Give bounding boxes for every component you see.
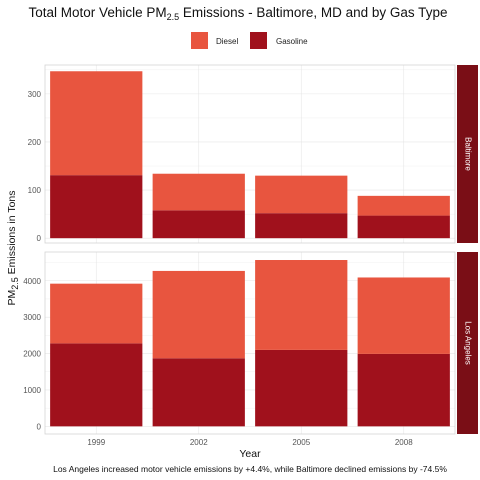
y-tick-label: 3000 [23, 313, 41, 322]
bar-diesel [152, 270, 245, 359]
bar-diesel [152, 173, 245, 211]
legend-label-gasoline: Gasoline [276, 37, 308, 46]
x-tick-label: 2005 [292, 438, 310, 447]
facet-strip-label: Los Angeles [463, 321, 472, 365]
x-axis-title: Year [239, 448, 261, 460]
bar-gasoline [255, 349, 348, 427]
bar-diesel [50, 283, 143, 344]
x-tick-label: 1999 [87, 438, 105, 447]
bar-gasoline [152, 210, 245, 239]
bar-gasoline [50, 343, 143, 427]
chart-panels: 0 100 200 300 Baltimore 0 1000 2000 3000 4000 Los … [23, 64, 478, 447]
chart-title: Total Motor Vehicle PM2.5 Emissions - Ba… [29, 5, 448, 22]
panel-border [44, 64, 456, 244]
y-tick-label: 0 [37, 234, 42, 243]
facet-strip-label: Baltimore [463, 137, 472, 171]
legend-label-diesel: Diesel [216, 37, 238, 46]
bar-gasoline [152, 358, 245, 427]
y-tick-label: 2000 [23, 350, 41, 359]
panel-border [44, 251, 456, 435]
y-tick-label: 1000 [23, 386, 41, 395]
bar-diesel [357, 195, 450, 216]
y-tick-label: 300 [28, 90, 42, 99]
legend: Diesel Gasoline [191, 32, 308, 49]
y-tick-label: 100 [28, 186, 42, 195]
y-axis-title: PM2.5 Emissions in Tons [6, 190, 20, 305]
facet-strip [457, 65, 478, 243]
bar-diesel [255, 175, 348, 214]
bar-diesel [255, 260, 348, 350]
bar-diesel [357, 277, 450, 354]
bar-gasoline [357, 353, 450, 427]
bar-gasoline [50, 175, 143, 239]
bar-gasoline [357, 215, 450, 239]
panel-los-angeles: 0 1000 2000 3000 4000 Los Angeles [23, 251, 478, 435]
chart-caption: Los Angeles increased motor vehicle emis… [53, 464, 447, 474]
x-tick-label: 2002 [190, 438, 208, 447]
y-tick-label: 4000 [23, 277, 41, 286]
bar-gasoline [255, 213, 348, 239]
legend-swatch-diesel [191, 32, 208, 49]
facet-strip [457, 252, 478, 434]
x-tick-label: 2008 [395, 438, 413, 447]
y-tick-label: 0 [37, 422, 42, 431]
bar-diesel [50, 71, 143, 176]
y-tick-label: 200 [28, 138, 42, 147]
legend-swatch-gasoline [250, 32, 267, 49]
panel-baltimore: 0 100 200 300 Baltimore [28, 64, 478, 244]
